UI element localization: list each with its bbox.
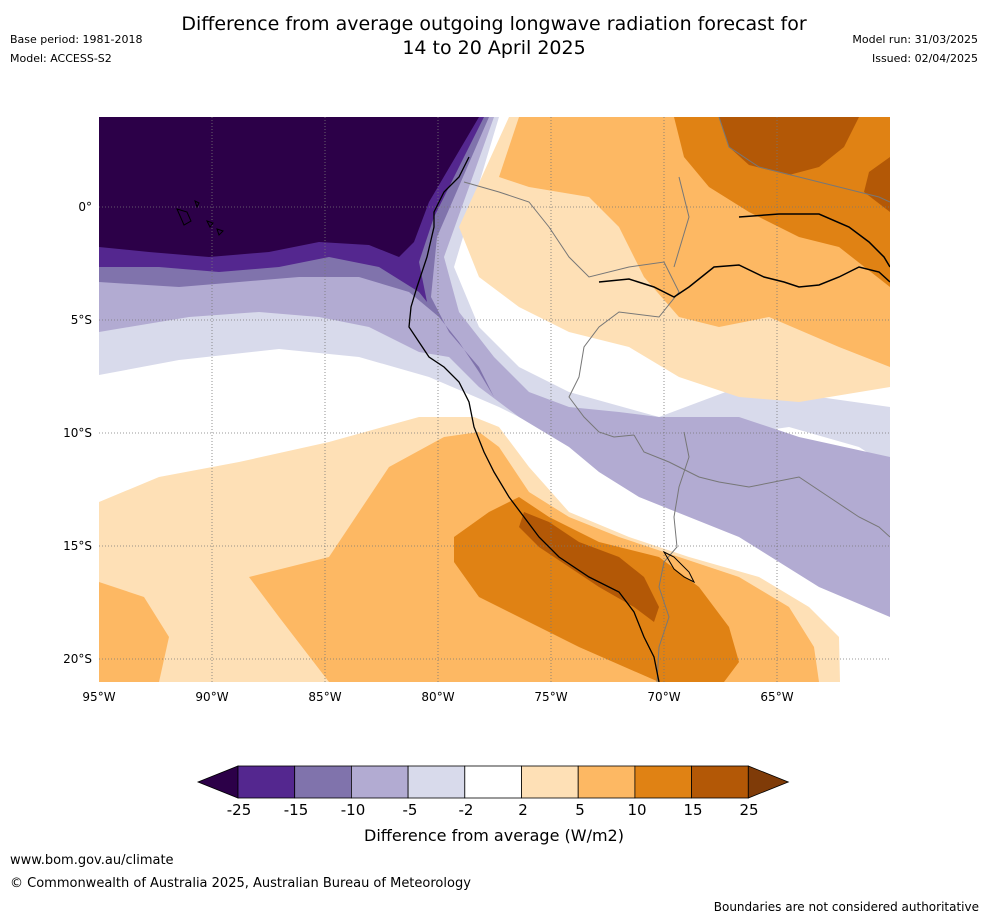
model-run-text: Model run: 31/03/2025 (852, 33, 978, 46)
graticule (99, 117, 890, 682)
colorbar-tick: 10 (627, 801, 647, 819)
colorbar-segment (577, 765, 636, 799)
lat-label-5s: 5°S (70, 313, 92, 327)
lon-label-65w: 65°W (760, 690, 794, 704)
lon-label-70w: 70°W (647, 690, 681, 704)
colorbar-segments (196, 765, 790, 799)
colorbar-tick: -10 (340, 801, 366, 819)
colorbar-tick: -15 (283, 801, 309, 819)
colorbar-label: Difference from average (W/m2) (364, 826, 624, 845)
map-title: Difference from average outgoing longwav… (0, 12, 988, 60)
colorbar-segment (407, 765, 466, 799)
colorbar-tick: 5 (575, 801, 585, 819)
colorbar-tick: -25 (226, 801, 252, 819)
ne-band-15-to-25 (719, 117, 859, 175)
colorbar-tick: 25 (739, 801, 759, 819)
olr-anomaly-map (99, 117, 890, 682)
colorbar (196, 765, 790, 799)
disclaimer-text: Boundaries are not considered authoritat… (713, 900, 979, 914)
country-borders (463, 117, 890, 682)
map-canvas (99, 117, 890, 682)
colorbar-arrow-high (747, 765, 790, 799)
coastline (408, 156, 660, 682)
ne-band-10-to-15 (674, 117, 890, 287)
lat-label-0: 0° (78, 200, 92, 214)
base-period-text: Base period: 1981-2018 (10, 33, 143, 46)
model-name-text: Model: ACCESS-S2 (10, 52, 112, 65)
title-line-2: 14 to 20 April 2025 (402, 37, 586, 59)
lat-label-15s: 15°S (63, 539, 92, 553)
amazon-river (598, 264, 890, 298)
colorbar-arrow-low (196, 765, 239, 799)
sw-band-5-to-10 (99, 582, 169, 682)
s-band-10-to-15 (454, 497, 739, 682)
colorbar-segment (294, 765, 352, 799)
colorbar-segment (691, 765, 749, 799)
colorbar-segment (237, 765, 296, 799)
ne-patch-15-to-25 (864, 157, 890, 212)
lat-label-20s: 20°S (63, 652, 92, 666)
band-below-minus25 (99, 117, 479, 257)
lon-label-80w: 80°W (421, 690, 455, 704)
s-band-15-to-25 (519, 512, 659, 622)
issued-date-text: Issued: 02/04/2025 (871, 52, 978, 65)
colorbar-tick: -5 (402, 801, 418, 819)
lake-titicaca (662, 550, 696, 584)
lat-label-10s: 10°S (63, 426, 92, 440)
lon-label-90w: 90°W (195, 690, 229, 704)
lon-label-95w: 95°W (82, 690, 116, 704)
copyright-text: © Commonwealth of Australia 2025, Austra… (10, 876, 471, 891)
colorbar-tick: 15 (683, 801, 703, 819)
colorbar-tick: -2 (458, 801, 474, 819)
colorbar-tick: 2 (518, 801, 528, 819)
colorbar-segment (464, 765, 522, 799)
colorbar-segment (521, 765, 579, 799)
title-line-1: Difference from average outgoing longwav… (181, 13, 807, 35)
colorbar-segment (350, 765, 409, 799)
galapagos-islands (176, 200, 224, 236)
lon-label-85w: 85°W (308, 690, 342, 704)
website-url[interactable]: www.bom.gov.au/climate (10, 853, 174, 868)
colorbar-segment (634, 765, 692, 799)
lon-label-75w: 75°W (534, 690, 568, 704)
amazon-river-north (738, 213, 890, 268)
